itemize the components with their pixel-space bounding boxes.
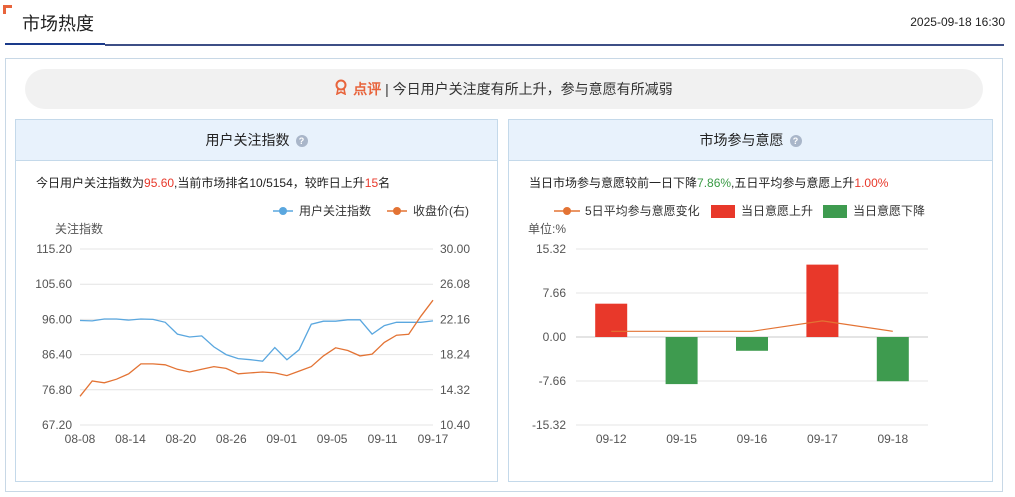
attention-panel-title: 用户关注指数	[205, 132, 290, 148]
participation-summary: 当日市场参与意愿较前一日下降7.86%,五日平均参与意愿上升1.00%	[529, 174, 888, 191]
help-icon[interactable]: ?	[789, 135, 802, 148]
x-tick: 09-17	[418, 432, 449, 446]
header-divider	[105, 44, 1004, 46]
y-tick: 0.00	[543, 330, 567, 344]
x-tick: 09-01	[266, 432, 297, 446]
x-tick: 09-16	[737, 432, 768, 446]
y-tick-left: 115.20	[36, 242, 72, 256]
y-tick-right: 30.00	[440, 242, 470, 256]
attention-summary: 今日用户关注指数为95.60,当前市场排名10/5154，较昨日上升15名	[36, 174, 390, 191]
y-tick-right: 18.24	[440, 348, 470, 362]
corner-mark	[3, 5, 12, 14]
bar-up	[806, 264, 839, 337]
x-tick: 08-20	[166, 432, 197, 446]
comment-tag: 点评	[353, 81, 382, 97]
comment-bar: 点评 | 今日用户关注度有所上升，参与意愿有所减弱	[25, 69, 983, 109]
participation-panel-header: 市场参与意愿?	[509, 120, 992, 161]
legend-down-label: 当日意愿下降	[853, 203, 925, 218]
attention-panel: 用户关注指数? 今日用户关注指数为95.60,当前市场排名10/5154，较昨日…	[15, 119, 498, 482]
x-tick: 08-08	[65, 432, 96, 446]
legend-up-label: 当日意愿上升	[741, 203, 813, 218]
summary-text: 名	[378, 176, 391, 190]
attention-panel-header: 用户关注指数?	[16, 120, 497, 161]
y-tick-left: 67.20	[42, 418, 72, 432]
avg-participation-line	[611, 320, 893, 332]
y-tick-right: 10.40	[440, 418, 470, 432]
x-tick: 09-18	[877, 432, 908, 446]
y-tick: -15.32	[532, 418, 566, 432]
x-tick: 09-11	[368, 432, 398, 446]
legend-attention-label: 用户关注指数	[299, 203, 371, 218]
x-tick: 09-17	[807, 432, 838, 446]
legend-attention-marker	[279, 207, 287, 215]
y-axis-label: 关注指数	[55, 221, 103, 236]
x-tick: 08-14	[115, 432, 146, 446]
y-tick-right: 14.32	[440, 383, 470, 397]
summary-text: ,五日平均参与意愿上升	[731, 176, 855, 190]
legend-avg-label: 5日平均参与意愿变化	[585, 203, 700, 218]
bar-down	[665, 337, 698, 385]
legend-up-swatch	[711, 205, 735, 218]
summary-text: 今日用户关注指数为	[36, 176, 145, 190]
avg-change: 1.00%	[854, 176, 889, 190]
legend-avg-marker	[563, 207, 571, 215]
close-price-line	[79, 299, 434, 397]
comment-separator: |	[385, 81, 389, 97]
participation-panel: 市场参与意愿? 当日市场参与意愿较前一日下降7.86%,五日平均参与意愿上升1.…	[508, 119, 993, 482]
y-tick-left: 86.40	[42, 348, 72, 362]
legend-close-marker	[393, 207, 401, 215]
x-tick: 09-05	[317, 432, 348, 446]
header: 市场热度 2025-09-18 16:30	[0, 0, 1015, 46]
ribbon-icon	[335, 70, 347, 110]
participation-panel-title: 市场参与意愿	[699, 132, 784, 148]
attention-value: 95.60	[144, 176, 175, 190]
chart-legend: 5日平均参与意愿变化 当日意愿上升 当日意愿下降	[554, 203, 925, 218]
x-tick: 09-12	[596, 432, 627, 446]
y-tick: 15.32	[536, 242, 566, 256]
daily-change: 7.86%	[697, 176, 732, 190]
summary-text: 当日市场参与意愿较前一日下降	[529, 176, 698, 190]
content-frame	[5, 58, 1003, 492]
bar-up	[595, 303, 628, 337]
attention-chart: 用户关注指数 收盘价(右) 关注指数 115.20 30.00 105.60 26.08 96…	[35, 203, 470, 446]
unit-label: 单位:%	[528, 221, 566, 236]
attention-index-line	[79, 318, 434, 362]
x-tick: 09-15	[666, 432, 697, 446]
summary-text: ,当前市场排名10/5154，较昨日上升	[174, 176, 365, 190]
help-icon[interactable]: ?	[295, 135, 308, 148]
x-tick: 08-26	[216, 432, 247, 446]
rank-change: 15	[364, 176, 379, 190]
y-tick-left: 105.60	[35, 277, 72, 291]
title-underline	[5, 43, 105, 45]
y-tick-left: 76.80	[42, 383, 72, 397]
bar-down	[876, 337, 909, 382]
chart-legend: 用户关注指数 收盘价(右)	[273, 203, 469, 218]
page-title: 市场热度	[22, 14, 94, 34]
y-tick: 7.66	[543, 286, 567, 300]
y-tick-right: 26.08	[440, 277, 470, 291]
y-tick-right: 22.16	[440, 312, 470, 326]
comment-text: 今日用户关注度有所上升，参与意愿有所减弱	[392, 81, 673, 97]
legend-down-swatch	[823, 205, 847, 218]
bar-down	[736, 337, 768, 351]
y-tick-left: 96.00	[42, 312, 72, 326]
legend-close-label: 收盘价(右)	[413, 203, 469, 218]
y-tick: -7.66	[539, 374, 567, 388]
timestamp: 2025-09-18 16:30	[910, 15, 1005, 29]
